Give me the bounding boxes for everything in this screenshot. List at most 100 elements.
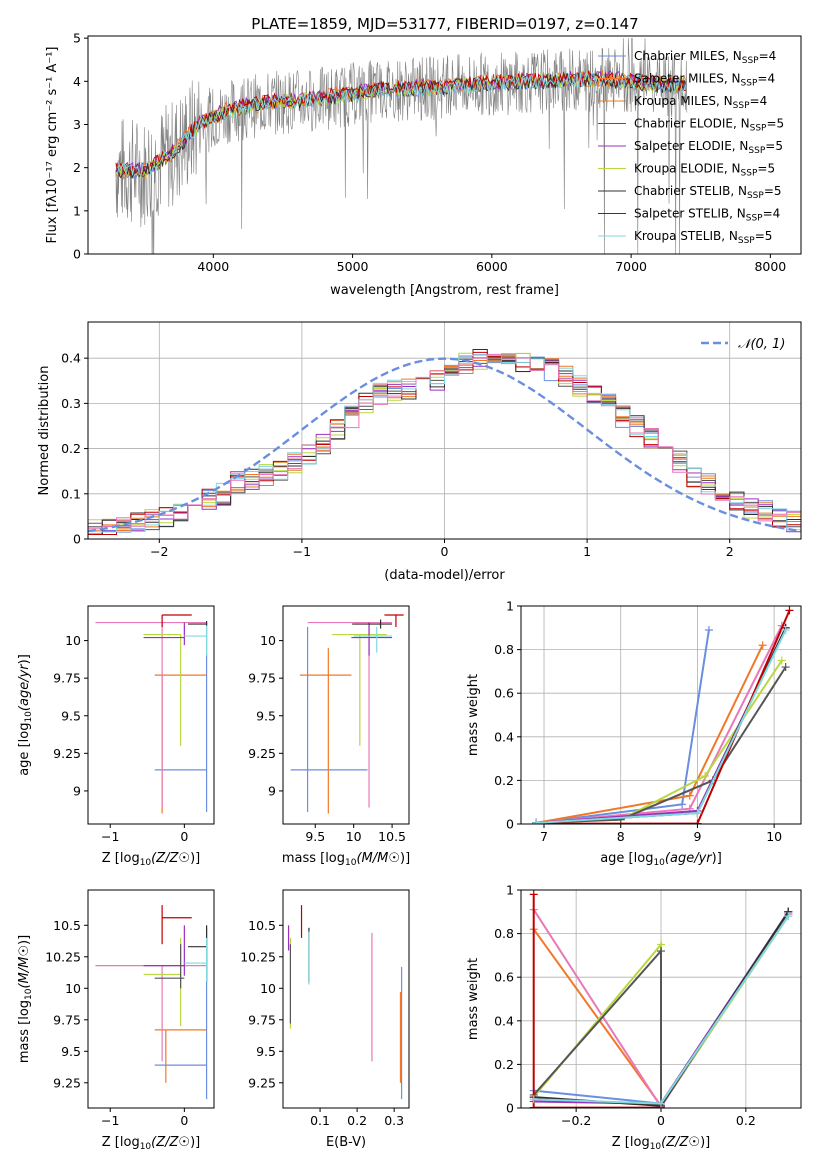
x-axis-label: Z [log10(Z/Z☉)] (612, 1135, 710, 1152)
x-tick-label: −1 (101, 829, 119, 844)
y-tick-label: 9.25 (53, 746, 81, 761)
series-marker (657, 1099, 665, 1108)
x-tick-label: 8000 (754, 259, 786, 274)
age-vs-z-panel: −1 0 9 9.25 9.5 9.75 10 Z [log10(Z/Z☉)] age [log… (17, 605, 215, 868)
plot-area (283, 890, 409, 1108)
y-tick-label: 0.4 (61, 351, 81, 366)
plot-frame (282, 605, 410, 825)
y-tick-label: 9.5 (61, 1044, 81, 1059)
legend-label: Salpeter STELIB, NSSP=4 (634, 207, 780, 224)
legend-label: Kroupa STELIB, NSSP=5 (634, 229, 772, 246)
x-axis-label: wavelength [Angstrom, rest frame] (330, 283, 559, 298)
x-tick-label: −0.2 (561, 1113, 591, 1128)
legend-label: Kroupa ELODIE, NSSP=5 (634, 162, 775, 179)
x-tick-label: 0 (180, 829, 188, 844)
x-tick-label: 0 (180, 1113, 188, 1128)
y-tick-label: 1 (73, 203, 81, 218)
x-tick-label: 2 (726, 544, 734, 559)
model-spectrum-kroupa-stelib (115, 71, 687, 178)
x-tick-label: 0.2 (347, 1113, 367, 1128)
y-tick-label: 10 (260, 633, 276, 648)
y-tick-label: 0.4 (494, 1013, 514, 1028)
plot-area (88, 890, 214, 1108)
series-marker (657, 947, 665, 956)
plot-content (88, 349, 801, 535)
y-tick-label: 9.5 (61, 708, 81, 723)
legend-label: Kroupa MILES, NSSP=4 (634, 94, 767, 111)
mass-vs-ebv-panel: 0.1 0.2 0.3 9.25 9.5 9.75 10 10.25 10.5 E(B-V) (240, 889, 410, 1150)
y-tick-label: 10 (65, 633, 81, 648)
y-axis-label: mass [log10(M/M☉)] (17, 935, 34, 1063)
figure-title: PLATE=1859, MJD=53177, FIBERID=0197, z=0… (251, 15, 638, 33)
x-tick-label: 10 (346, 829, 362, 844)
y-axis-label: age [log10(age/yr)] (17, 654, 34, 776)
x-tick-label: 9.5 (305, 829, 325, 844)
plot-area (283, 606, 409, 824)
x-tick-label: 4000 (197, 259, 229, 274)
plot-content (529, 890, 793, 1108)
series-marker (777, 656, 786, 665)
x-tick-label: 10.5 (378, 829, 406, 844)
plot-area (521, 606, 801, 824)
x-tick-label: 0 (657, 1113, 665, 1128)
plot-area (88, 606, 214, 824)
y-tick-label: 0 (73, 247, 81, 262)
legend-label: Chabrier MILES, NSSP=4 (634, 49, 776, 66)
series-marker (785, 606, 794, 615)
x-axis-label: E(B-V) (326, 1135, 366, 1150)
y-tick-label: 0.6 (494, 686, 514, 701)
x-axis-label: age [log10(age/yr)] (600, 851, 722, 868)
normal-curve (88, 357, 801, 533)
y-tick-label: 9.75 (53, 1012, 81, 1027)
y-tick-label: 0 (506, 817, 514, 832)
x-tick-label: −2 (150, 544, 168, 559)
x-tick-label: 0.2 (736, 1113, 756, 1128)
series-marker (529, 1095, 538, 1104)
x-tick-label: 10 (766, 829, 782, 844)
legend-label: Salpeter MILES, NSSP=4 (634, 72, 775, 89)
series-marker (781, 625, 790, 634)
y-tick-label: 3 (73, 117, 81, 132)
model-spectrum-salpeter-stelib (115, 70, 686, 177)
y-tick-label: 0.2 (61, 441, 81, 456)
plot-content (290, 614, 404, 814)
y-tick-label: 0.8 (494, 926, 514, 941)
x-tick-label: 0.3 (384, 1113, 404, 1128)
y-tick-label: 10.5 (53, 918, 81, 933)
y-axis-label: Normed distribution (37, 366, 52, 496)
series-marker (781, 663, 790, 672)
y-tick-label: 0.6 (494, 970, 514, 985)
y-axis-label: mass weight (466, 958, 481, 1040)
x-tick-label: 0 (441, 544, 449, 559)
legend-label: Salpeter ELODIE, NSSP=5 (634, 139, 783, 156)
mass-vs-z-panel: −1 0 9.25 9.5 9.75 10 10.25 10.5 Z [log10(Z/Z☉)]… (17, 889, 215, 1152)
y-tick-label: 0 (506, 1101, 514, 1116)
y-tick-label: 4 (73, 74, 81, 89)
plot-content (95, 905, 208, 1100)
y-tick-label: 9.25 (248, 746, 276, 761)
x-tick-label: 8 (617, 829, 625, 844)
plot-content (95, 614, 208, 814)
y-tick-label: 0.2 (494, 1057, 514, 1072)
legend-label: 𝒩(0, 1) (738, 337, 785, 352)
y-tick-label: 1 (506, 883, 514, 898)
x-tick-label: 5000 (337, 259, 369, 274)
legend-label: Chabrier STELIB, NSSP=5 (634, 184, 782, 201)
x-tick-label: 7000 (615, 259, 647, 274)
y-tick-label: 10.25 (240, 949, 276, 964)
y-tick-label: 0.2 (494, 773, 514, 788)
y-tick-label: 10 (65, 981, 81, 996)
series-marker (529, 890, 538, 899)
y-tick-label: 5 (73, 31, 81, 46)
y-tick-label: 10 (260, 981, 276, 996)
y-tick-label: 10.5 (248, 918, 276, 933)
series-marker (685, 791, 694, 800)
series-marker (784, 912, 793, 921)
mass-weight-vs-age-panel: 7 8 9 10 0 0.2 0.4 0.6 0.8 1 age [log10(age/yr)] ma… (466, 599, 802, 868)
x-tick-label: −1 (293, 544, 311, 559)
y-tick-label: 10.25 (45, 949, 81, 964)
x-axis-label: Z [log10(Z/Z☉)] (102, 851, 200, 868)
x-tick-label: 1 (583, 544, 591, 559)
plot-frame (87, 35, 802, 255)
